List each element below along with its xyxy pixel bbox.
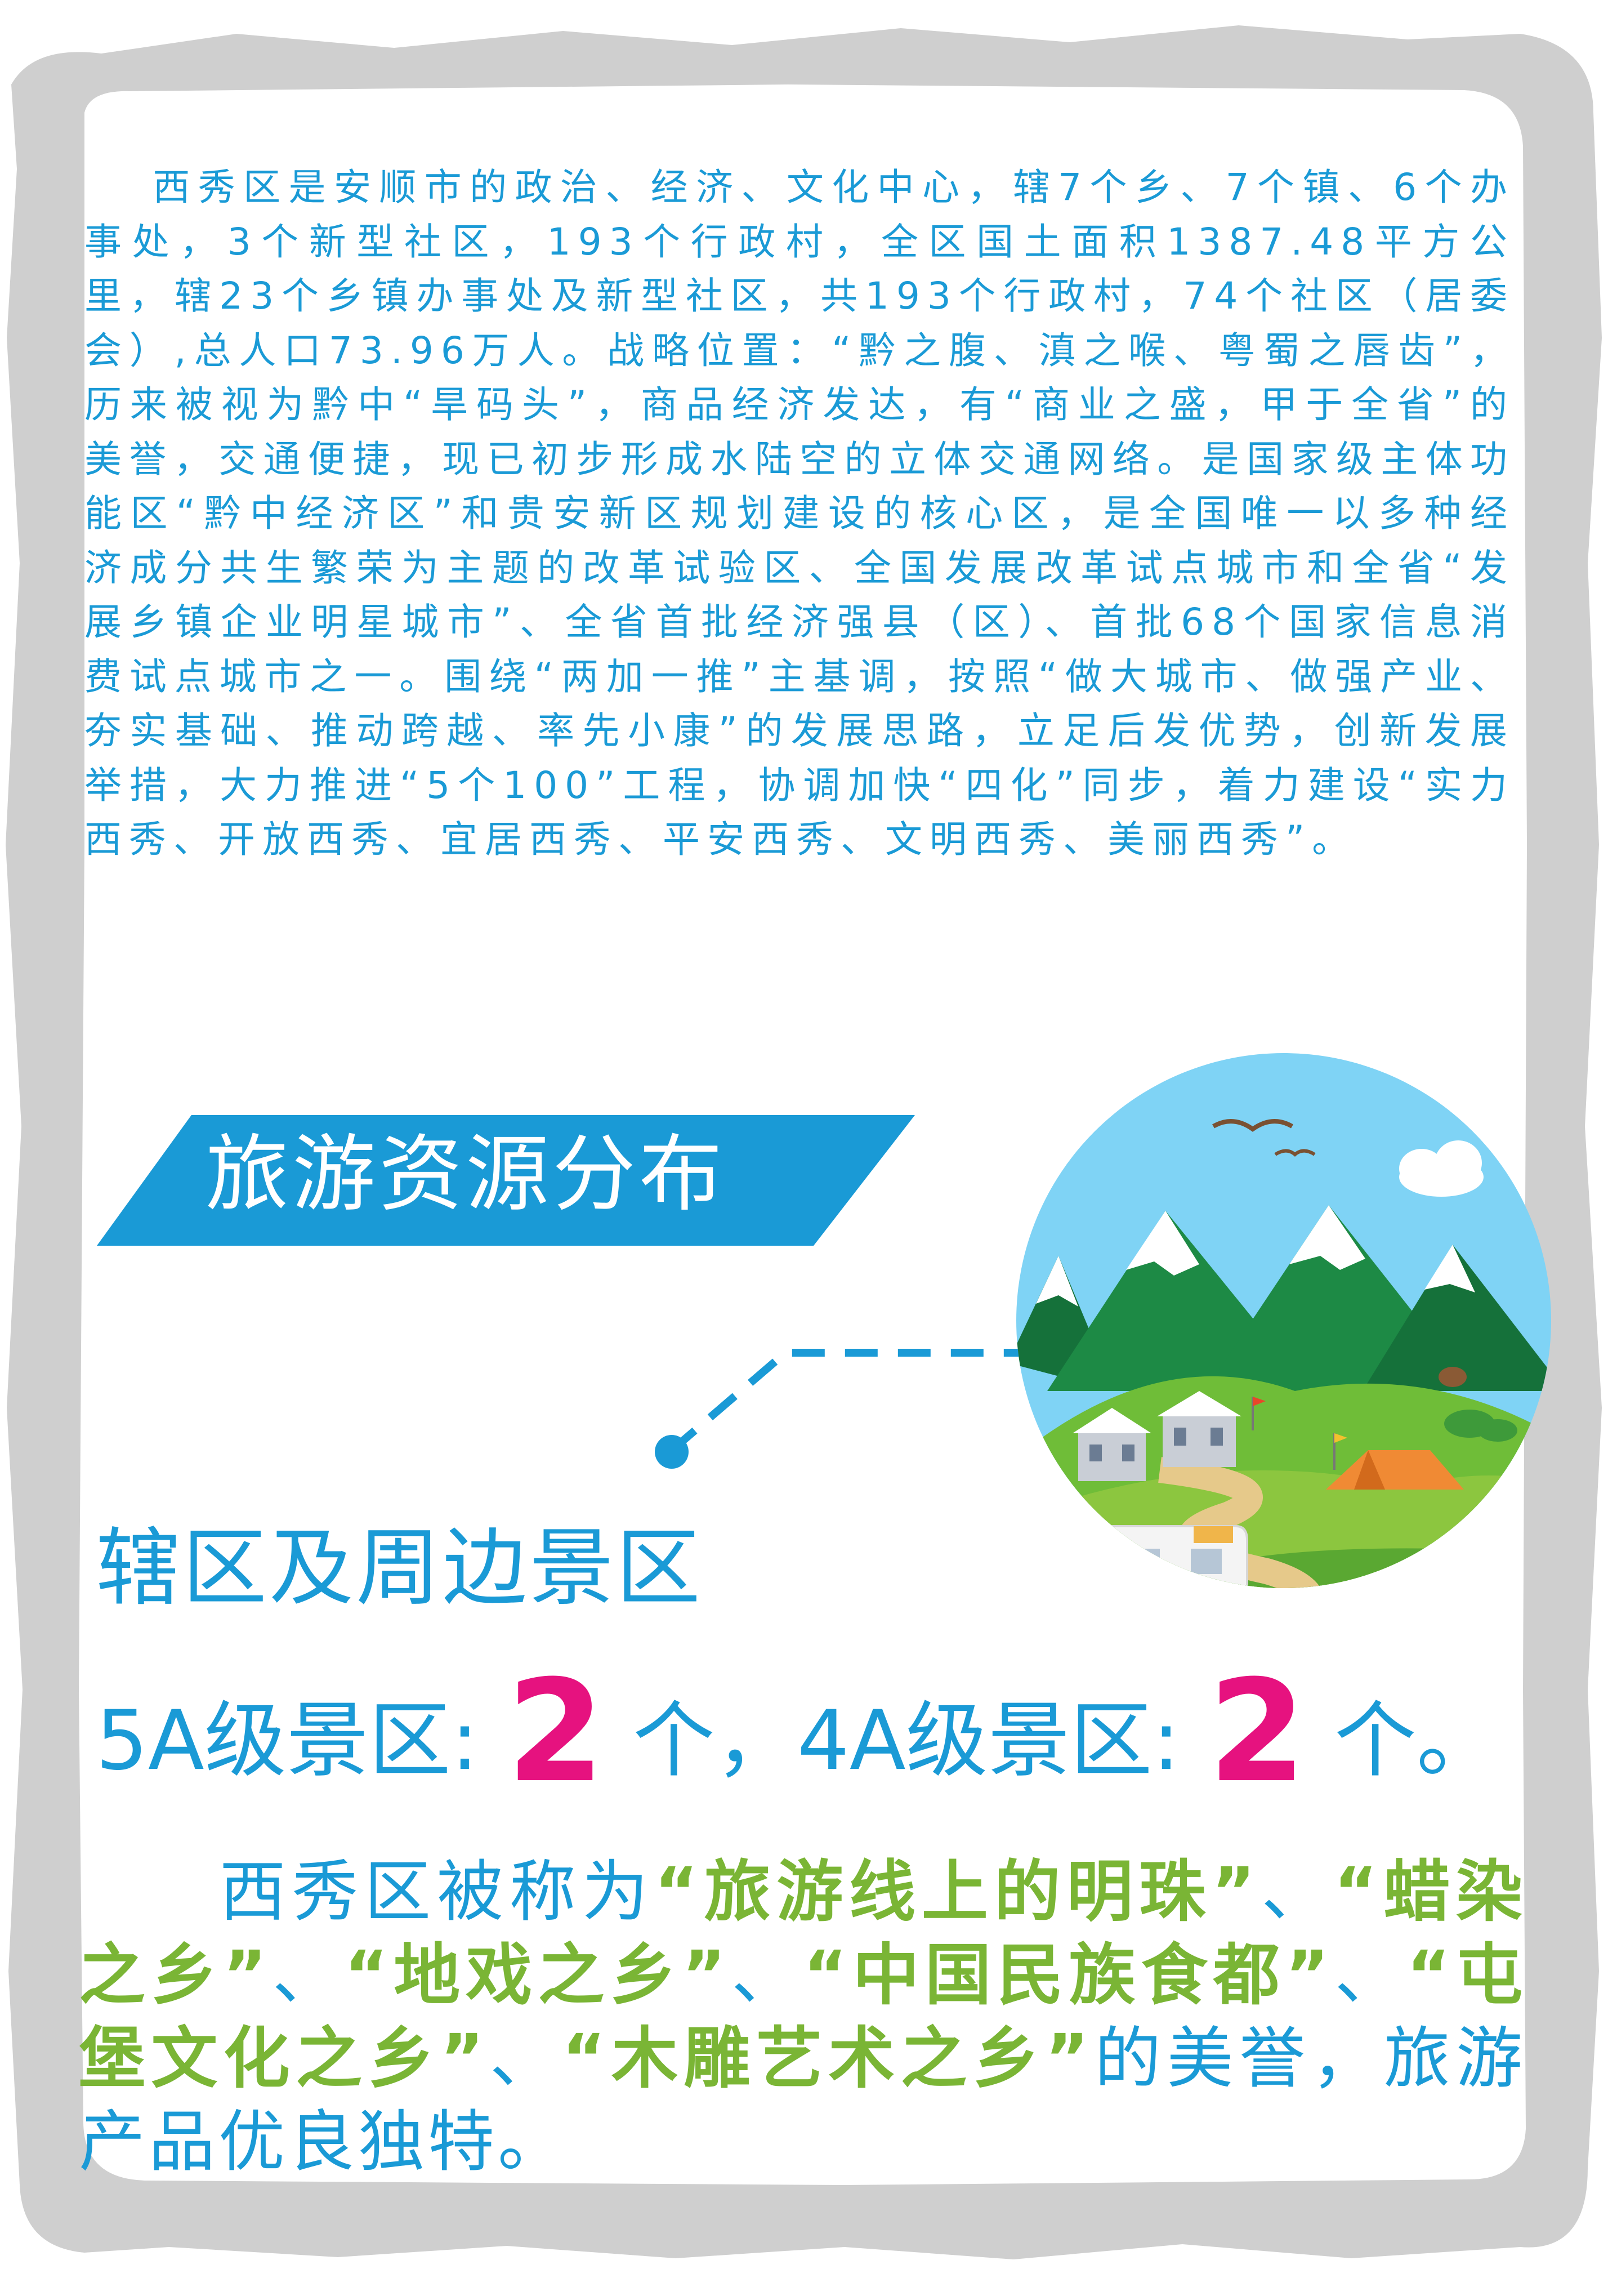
stat-4a-count: 2 bbox=[1208, 1649, 1306, 1813]
outro-sep-1: 、 bbox=[1258, 1853, 1334, 1931]
stat-4a-unit: 个。 bbox=[1334, 1693, 1499, 1789]
house-1 bbox=[1073, 1408, 1151, 1481]
cloud bbox=[1399, 1140, 1484, 1197]
outro-paragraph: 西秀区被称为“旅游线上的明珠”、“蜡染之乡”、“地戏之乡”、“中国民族食都”、“… bbox=[79, 1850, 1526, 2183]
house-2 bbox=[1157, 1391, 1241, 1467]
connector-dot bbox=[655, 1435, 689, 1469]
outro-sep-5: 、 bbox=[487, 2019, 562, 2097]
outro-tail: 的美誉，旅游产品优良独特。 bbox=[79, 2019, 1526, 2181]
stat-4a-label: 4A级景区: bbox=[797, 1693, 1180, 1789]
stat-5a-unit: 个， bbox=[632, 1693, 797, 1789]
stat-5a-count: 2 bbox=[506, 1649, 605, 1813]
bear bbox=[1439, 1367, 1467, 1387]
birds bbox=[1212, 1119, 1316, 1157]
outro-highlight-4: “中国民族食都” bbox=[803, 1936, 1333, 2014]
outro-sep-2: 、 bbox=[270, 1936, 345, 2014]
stat-5a-label: 5A级景区: bbox=[96, 1693, 479, 1789]
intro-paragraph: 西秀区是安顺市的政治、经济、文化中心，辖7个乡、7个镇、6个办事处，3个新型社区… bbox=[84, 161, 1515, 867]
outro-highlight-2: “蜡染之乡” bbox=[79, 1853, 1526, 2014]
outro-highlight-5: “屯堡文化之乡” bbox=[79, 1936, 1526, 2097]
scenic-area-subheading: 辖区及周边景区 bbox=[96, 1519, 703, 1617]
banner-shape bbox=[97, 1115, 915, 1246]
outro-highlight-6: “木雕艺术之乡” bbox=[562, 2019, 1092, 2097]
outro-highlight-3: “地戏之乡” bbox=[344, 1936, 729, 2014]
outro-sep-4: 、 bbox=[1332, 1936, 1407, 2014]
outro-lead: 西秀区被称为 bbox=[217, 1853, 655, 1931]
outro-sep-3: 、 bbox=[729, 1936, 804, 2014]
banner-title: 旅游资源分布 bbox=[206, 1126, 726, 1223]
scenic-area-stats: 5A级景区: 2 个，4A级景区: 2 个。 bbox=[96, 1649, 1499, 1813]
intro-text: 西秀区是安顺市的政治、经济、文化中心，辖7个乡、7个镇、6个办事处，3个新型社区… bbox=[84, 166, 1515, 861]
outro-highlight-1: “旅游线上的明珠” bbox=[654, 1853, 1259, 1931]
